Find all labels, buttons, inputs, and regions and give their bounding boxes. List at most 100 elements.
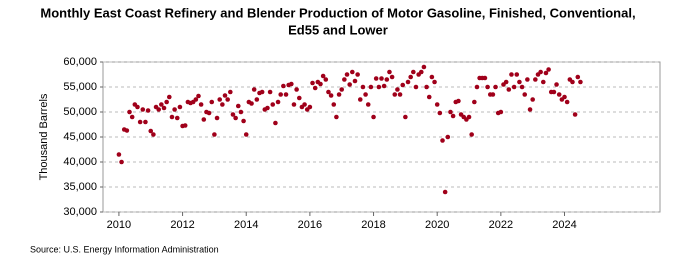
point [278, 92, 283, 97]
point [166, 94, 172, 100]
x-tick-label: 2016 [298, 219, 322, 231]
point [485, 84, 490, 90]
point [456, 98, 461, 104]
point [554, 82, 559, 87]
point [270, 102, 276, 107]
point [355, 72, 360, 77]
point [148, 128, 154, 134]
x-tick-label: 2012 [170, 219, 194, 231]
source: Source: U.S. Energy Information Administ… [30, 244, 219, 254]
point [307, 104, 313, 110]
point [517, 79, 522, 85]
point [564, 99, 570, 105]
point [289, 81, 294, 87]
point [336, 92, 342, 97]
y-tick-label: 45,000 [63, 131, 97, 143]
point [267, 89, 273, 95]
point [302, 102, 307, 107]
point [310, 80, 315, 86]
y-axis-label: Thousand Barrels [38, 93, 50, 180]
point [294, 87, 299, 92]
point [543, 70, 549, 76]
point [198, 102, 204, 107]
point [230, 112, 236, 117]
point [334, 114, 339, 120]
point [551, 89, 557, 95]
point [352, 78, 358, 84]
point [413, 84, 419, 90]
point [127, 109, 132, 115]
point [381, 83, 387, 89]
point [373, 76, 379, 81]
point [395, 87, 400, 92]
point [212, 132, 217, 137]
point [546, 67, 551, 72]
point [533, 77, 538, 82]
point [238, 109, 244, 115]
point [474, 84, 480, 90]
point [350, 69, 355, 75]
point [193, 97, 199, 102]
point [357, 97, 363, 102]
point [233, 115, 238, 121]
point [320, 73, 326, 79]
point [161, 105, 167, 111]
point [222, 93, 228, 98]
point [217, 97, 223, 102]
point [206, 110, 212, 116]
point [506, 87, 512, 92]
point [283, 92, 289, 97]
point [243, 132, 249, 137]
chart-title: Monthly East Coast Refinery and Blender … [40, 5, 635, 20]
point [174, 115, 180, 121]
point [376, 84, 382, 90]
point [440, 138, 445, 143]
point [275, 99, 281, 105]
point [119, 159, 124, 165]
point [135, 104, 140, 110]
point [472, 99, 477, 105]
point [392, 92, 398, 97]
point [448, 109, 453, 115]
point [540, 79, 546, 85]
point [156, 107, 161, 112]
point [177, 104, 183, 110]
y-tick-label: 40,000 [63, 156, 97, 168]
point [124, 128, 130, 133]
point [251, 87, 257, 92]
point [291, 102, 297, 107]
point [408, 74, 413, 80]
point [172, 107, 177, 112]
point [503, 79, 509, 85]
point [137, 119, 143, 125]
point [466, 114, 472, 120]
y-tick-label: 55,000 [63, 81, 97, 93]
point [578, 79, 583, 85]
point [490, 92, 496, 97]
point [562, 94, 567, 100]
point [225, 97, 230, 102]
y-tick-label: 30,000 [63, 206, 97, 218]
point [445, 134, 451, 140]
point [273, 120, 278, 126]
point [196, 93, 201, 99]
x-tick-label: 2020 [425, 219, 449, 231]
point [405, 79, 411, 85]
point [318, 81, 323, 87]
point [572, 112, 578, 117]
y-tick-label: 50,000 [63, 106, 97, 118]
point [145, 108, 151, 113]
point [296, 95, 302, 101]
point [493, 84, 498, 90]
point [429, 74, 435, 80]
point [312, 85, 318, 91]
point [363, 92, 368, 97]
point [360, 84, 366, 90]
point [249, 101, 254, 106]
point [151, 132, 156, 137]
point [241, 118, 246, 124]
point [514, 72, 520, 77]
x-tick-label: 2018 [361, 219, 385, 231]
point [347, 82, 352, 87]
